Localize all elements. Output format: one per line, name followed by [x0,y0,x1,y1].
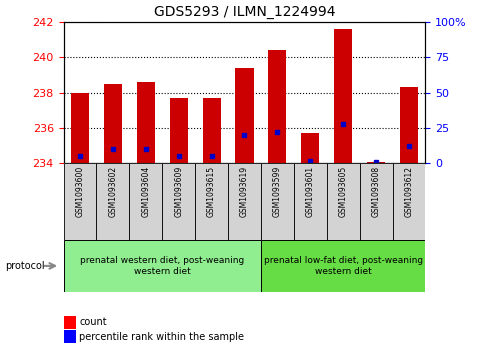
Bar [235,68,253,163]
Bar [63,163,96,240]
Bar [326,163,359,240]
Bar [392,163,425,240]
Text: GSM1093612: GSM1093612 [404,166,413,217]
Bar [333,29,351,163]
Bar [399,87,417,163]
Bar [63,240,261,292]
Text: prenatal low-fat diet, post-weaning
western diet: prenatal low-fat diet, post-weaning west… [263,256,422,276]
Text: prenatal western diet, post-weaning
western diet: prenatal western diet, post-weaning west… [80,256,244,276]
Text: GSM1093599: GSM1093599 [272,166,281,217]
Text: protocol: protocol [5,261,44,271]
Bar [301,133,319,163]
Bar [162,163,195,240]
Bar [195,163,227,240]
Text: GSM1093605: GSM1093605 [338,166,347,217]
Bar [268,50,286,163]
Text: GSM1093609: GSM1093609 [174,166,183,217]
Text: GSM1093602: GSM1093602 [108,166,117,217]
Text: GSM1093608: GSM1093608 [371,166,380,217]
Bar [227,163,261,240]
Text: GSM1093615: GSM1093615 [207,166,216,217]
Bar [71,93,89,163]
Text: GSM1093601: GSM1093601 [305,166,314,217]
Bar [202,98,220,163]
Text: GSM1093619: GSM1093619 [240,166,248,217]
Text: percentile rank within the sample: percentile rank within the sample [79,332,244,342]
Bar [129,163,162,240]
Bar [96,163,129,240]
Bar [137,82,155,163]
Bar [366,162,385,163]
Text: GSM1093604: GSM1093604 [141,166,150,217]
Text: GSM1093600: GSM1093600 [75,166,84,217]
Bar [261,163,293,240]
Title: GDS5293 / ILMN_1224994: GDS5293 / ILMN_1224994 [153,5,335,19]
Bar [261,240,425,292]
Bar [293,163,326,240]
Bar [359,163,392,240]
Bar [103,84,122,163]
Bar [169,98,187,163]
Text: count: count [79,317,106,327]
